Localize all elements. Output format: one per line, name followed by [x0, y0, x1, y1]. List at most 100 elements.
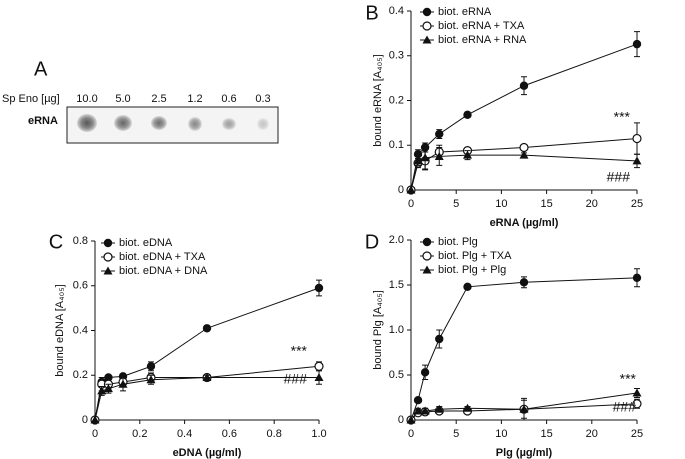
blot-spot — [77, 114, 97, 132]
marker — [146, 375, 156, 384]
blot-amount: 5.0 — [115, 93, 130, 105]
marker — [202, 324, 212, 333]
legend-label: biot. eDNA — [119, 237, 173, 249]
marker — [632, 273, 642, 282]
panel-label: C — [49, 231, 63, 253]
x-tick-label: 15 — [540, 198, 552, 210]
panel-label: B — [365, 2, 378, 24]
legend-marker — [103, 266, 113, 275]
panel-label: D — [365, 231, 379, 253]
x-tick-label: 15 — [540, 428, 552, 440]
blot-frame — [66, 106, 279, 144]
marker — [519, 81, 529, 90]
x-tick-label: 5 — [453, 428, 459, 440]
legend-marker — [422, 7, 432, 17]
blot-spot — [257, 118, 269, 130]
legend-marker — [422, 251, 432, 261]
x-tick-label: 25 — [631, 428, 643, 440]
y-tick-label: 0.3 — [389, 50, 404, 62]
series-line — [410, 43, 638, 191]
y-axis-label: bound eRNA [A₄₀₅] — [372, 54, 384, 146]
x-axis-label: eRNA (µg/ml) — [490, 217, 559, 229]
legend-label: biot. eDNA + DNA — [119, 265, 208, 277]
marker — [413, 406, 423, 415]
blot-spot — [222, 118, 236, 130]
marker — [463, 150, 472, 159]
legend-marker — [422, 237, 432, 247]
x-tick-label: 10 — [495, 428, 507, 440]
y-axis-label: bound Plg [A₄₀₅] — [372, 290, 384, 370]
marker — [434, 404, 444, 413]
legend-marker — [103, 238, 113, 248]
marker — [434, 151, 444, 160]
series-line — [94, 287, 320, 421]
annotation: ### — [284, 371, 308, 387]
marker — [103, 384, 113, 393]
x-tick-label: 0.6 — [222, 428, 237, 440]
y-tick-label: 0.1 — [389, 139, 404, 151]
x-tick-label: 1.0 — [311, 428, 326, 440]
marker — [90, 415, 100, 424]
x-tick-label: 10 — [495, 198, 507, 210]
marker — [314, 361, 324, 371]
marker — [97, 386, 107, 395]
marker — [413, 156, 423, 165]
y-axis-label: bound eDNA [A₄₀₅] — [54, 284, 66, 376]
y-tick-label: 1.5 — [389, 279, 404, 291]
x-tick-label: 0.2 — [132, 428, 147, 440]
marker — [420, 406, 430, 415]
blot-amount: 1.2 — [187, 93, 202, 105]
panel-label: A — [34, 58, 48, 80]
marker — [314, 372, 324, 381]
marker — [420, 153, 430, 162]
legend-label: biot. eRNA + RNA — [438, 34, 527, 46]
marker — [406, 185, 416, 194]
y-tick-label: 0 — [398, 414, 404, 426]
legend-marker — [422, 265, 432, 274]
legend-marker — [103, 252, 113, 262]
marker — [420, 368, 430, 377]
x-tick-label: 20 — [586, 428, 598, 440]
blot-amount: 2.5 — [151, 93, 166, 105]
marker — [519, 150, 529, 159]
blot-spot — [151, 116, 167, 130]
annotation: ### — [613, 399, 637, 415]
marker — [632, 399, 642, 409]
x-axis-label: eDNA (µg/ml) — [173, 447, 242, 459]
y-tick-label: 0.4 — [73, 324, 88, 336]
marker — [632, 133, 642, 144]
x-tick-label: 5 — [453, 198, 459, 210]
legend-label: biot. Plg — [438, 236, 478, 248]
annotation: *** — [614, 109, 631, 125]
y-tick-label: 0.4 — [389, 5, 404, 17]
y-tick-label: 0 — [398, 184, 404, 196]
marker — [314, 283, 324, 293]
marker — [463, 110, 472, 120]
y-tick-label: 1.0 — [389, 324, 404, 336]
x-tick-label: 0.4 — [177, 428, 192, 440]
legend-label: biot. eRNA — [438, 6, 492, 18]
blot-amount: 10.0 — [76, 93, 97, 105]
legend-label: biot. Plg + TXA — [438, 250, 512, 262]
legend-label: biot. eRNA + TXA — [438, 20, 525, 32]
x-tick-label: 0 — [408, 428, 414, 440]
legend-label: biot. Plg + Plg — [438, 264, 506, 276]
marker — [632, 388, 642, 397]
y-tick-label: 2.0 — [389, 234, 404, 246]
marker — [413, 396, 423, 405]
annotation: *** — [291, 343, 308, 359]
series-line — [410, 154, 638, 191]
marker — [406, 415, 416, 424]
blot-spot — [114, 115, 132, 131]
x-axis-label: Plg (µg/ml) — [496, 447, 553, 459]
x-tick-label: 0 — [92, 428, 98, 440]
marker — [519, 404, 529, 413]
marker — [463, 282, 472, 291]
marker — [435, 129, 444, 139]
x-tick-label: 25 — [631, 198, 643, 210]
legend-label: biot. eDNA + TXA — [119, 251, 206, 263]
marker — [435, 334, 444, 344]
legend-marker — [422, 21, 432, 31]
y-tick-label: 0.5 — [389, 369, 404, 381]
blot-amount: 0.6 — [221, 93, 236, 105]
